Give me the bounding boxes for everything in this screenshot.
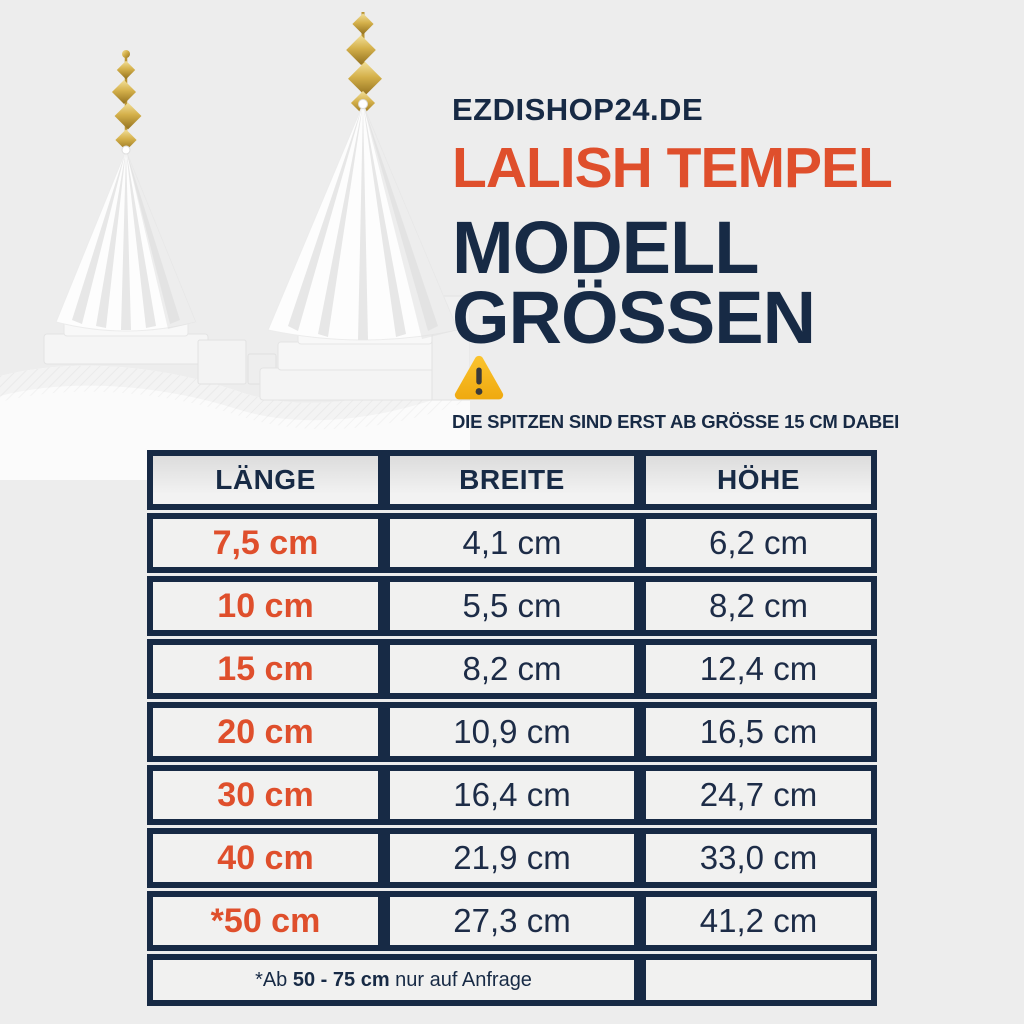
cell-breite: 5,5 cm: [384, 576, 640, 636]
cell-laenge: 40 cm: [147, 828, 384, 888]
column-header-laenge: LÄNGE: [147, 450, 384, 510]
product-title: LALISH TEMPEL: [452, 136, 893, 200]
footnote-cell: *Ab 50 - 75 cm nur auf Anfrage: [147, 954, 640, 1006]
temple-model-photo: [0, 12, 470, 480]
table-row: 20 cm 10,9 cm 16,5 cm: [147, 702, 877, 762]
cell-laenge: 10 cm: [147, 576, 384, 636]
cell-laenge: 7,5 cm: [147, 513, 384, 573]
cell-hoehe: 8,2 cm: [640, 576, 877, 636]
table-row: 40 cm 21,9 cm 33,0 cm: [147, 828, 877, 888]
cell-hoehe: 12,4 cm: [640, 639, 877, 699]
table-row: 10 cm 5,5 cm 8,2 cm: [147, 576, 877, 636]
right-temple: [259, 12, 470, 401]
cell-breite: 4,1 cm: [384, 513, 640, 573]
cell-laenge: 30 cm: [147, 765, 384, 825]
left-gold-finial: [111, 50, 142, 151]
cell-laenge: *50 cm: [147, 891, 384, 951]
cell-hoehe: 6,2 cm: [640, 513, 877, 573]
size-table: LÄNGE BREITE HÖHE 7,5 cm 4,1 cm 6,2 cm 1…: [147, 450, 877, 1009]
cell-breite: 16,4 cm: [384, 765, 640, 825]
warning-block: [452, 352, 506, 402]
cell-hoehe: 16,5 cm: [640, 702, 877, 762]
table-footnote-row: *Ab 50 - 75 cm nur auf Anfrage: [147, 954, 877, 1006]
column-header-hoehe: HÖHE: [640, 450, 877, 510]
table-row: 30 cm 16,4 cm 24,7 cm: [147, 765, 877, 825]
footnote-empty-cell: [640, 954, 877, 1006]
table-row: *50 cm 27,3 cm 41,2 cm: [147, 891, 877, 951]
cell-hoehe: 24,7 cm: [640, 765, 877, 825]
footnote-text: *Ab 50 - 75 cm nur auf Anfrage: [255, 968, 532, 991]
cell-breite: 21,9 cm: [384, 828, 640, 888]
cell-breite: 27,3 cm: [384, 891, 640, 951]
cell-hoehe: 33,0 cm: [640, 828, 877, 888]
left-temple: [43, 50, 209, 365]
table-row: 15 cm 8,2 cm 12,4 cm: [147, 639, 877, 699]
table-header-row: LÄNGE BREITE HÖHE: [147, 450, 877, 510]
cell-laenge: 20 cm: [147, 702, 384, 762]
middle-blocks: [197, 339, 277, 385]
site-name: EZDISHOP24.DE: [452, 92, 704, 127]
page-title-line1: MODELL: [452, 206, 759, 289]
cell-breite: 10,9 cm: [384, 702, 640, 762]
column-header-breite: BREITE: [384, 450, 640, 510]
cell-breite: 8,2 cm: [384, 639, 640, 699]
table-row: 7,5 cm 4,1 cm 6,2 cm: [147, 513, 877, 573]
cell-hoehe: 41,2 cm: [640, 891, 877, 951]
warning-text: DIE SPITZEN SIND ERST AB GRÖSSE 15 CM DA…: [452, 411, 900, 432]
warning-triangle-icon: [454, 355, 504, 400]
page-title-line2: GRÖSSEN: [452, 276, 816, 360]
header-block: EZDISHOP24.DE LALISH TEMPEL MODELL GRÖSS…: [452, 92, 893, 360]
cell-laenge: 15 cm: [147, 639, 384, 699]
